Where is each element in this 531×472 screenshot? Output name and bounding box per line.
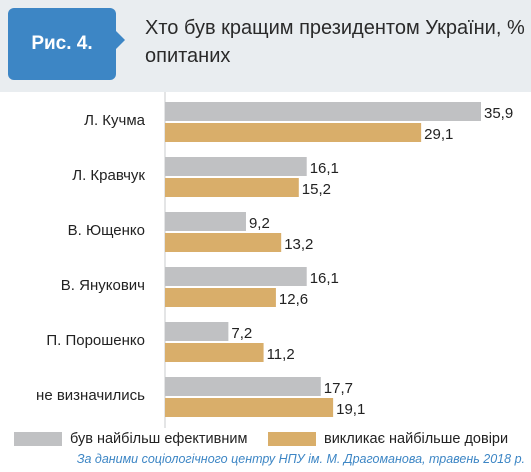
badge-pointer xyxy=(116,31,125,49)
bar-trust xyxy=(165,343,264,362)
legend-label-trust: викликає найбільше довіри xyxy=(324,431,509,447)
source-note: За даними соціологічного центру НПУ ім. … xyxy=(76,452,525,466)
bar-effective xyxy=(165,377,321,396)
legend-swatch-trust xyxy=(268,432,316,446)
data-label: 7,2 xyxy=(231,325,252,342)
data-label: 17,7 xyxy=(324,380,353,397)
data-label: 13,2 xyxy=(284,236,313,253)
legend: був найбільш ефективним викликає найбіль… xyxy=(0,428,531,450)
data-label: 29,1 xyxy=(424,126,453,143)
figure-badge: Рис. 4. xyxy=(8,8,116,80)
header-band: Рис. 4. Хто був кращим президентом Украї… xyxy=(0,0,531,92)
chart-title: Хто був кращим президентом України, % оп… xyxy=(145,17,525,67)
legend-item-effective: був найбільш ефективним xyxy=(14,428,247,450)
data-label: 12,6 xyxy=(279,291,308,308)
bar-effective xyxy=(165,212,246,231)
category-label: В. Янукович xyxy=(61,277,145,294)
data-label: 16,1 xyxy=(310,270,339,287)
figure-label: Рис. 4. xyxy=(31,33,93,54)
bar-trust xyxy=(165,233,282,252)
bar-effective xyxy=(165,267,307,286)
bar-effective xyxy=(165,102,481,121)
data-label: 15,2 xyxy=(302,181,331,198)
bar-effective xyxy=(165,322,229,341)
category-label: Л. Кравчук xyxy=(72,167,145,184)
category-label: В. Ющенко xyxy=(68,222,145,239)
category-label: Л. Кучма xyxy=(84,112,146,129)
bar-trust xyxy=(165,123,422,142)
category-label: не визначились xyxy=(36,387,145,404)
data-label: 16,1 xyxy=(310,160,339,177)
legend-item-trust: викликає найбільше довіри xyxy=(268,428,508,450)
data-label: 35,9 xyxy=(484,105,513,122)
category-label: П. Порошенко xyxy=(46,332,145,349)
bar-chart: Л. Кучма 35,9 29,1 Л. Кравчук 16,1 15,2 В. Юще… xyxy=(36,92,513,428)
data-label: 9,2 xyxy=(249,215,270,232)
bar-trust xyxy=(165,398,334,417)
bar-trust xyxy=(165,288,276,307)
legend-label-effective: був найбільш ефективним xyxy=(70,431,248,447)
bar-trust xyxy=(165,178,299,197)
bar-effective xyxy=(165,157,307,176)
data-label: 19,1 xyxy=(336,401,365,418)
data-label: 11,2 xyxy=(267,346,295,363)
legend-swatch-effective xyxy=(14,432,62,446)
